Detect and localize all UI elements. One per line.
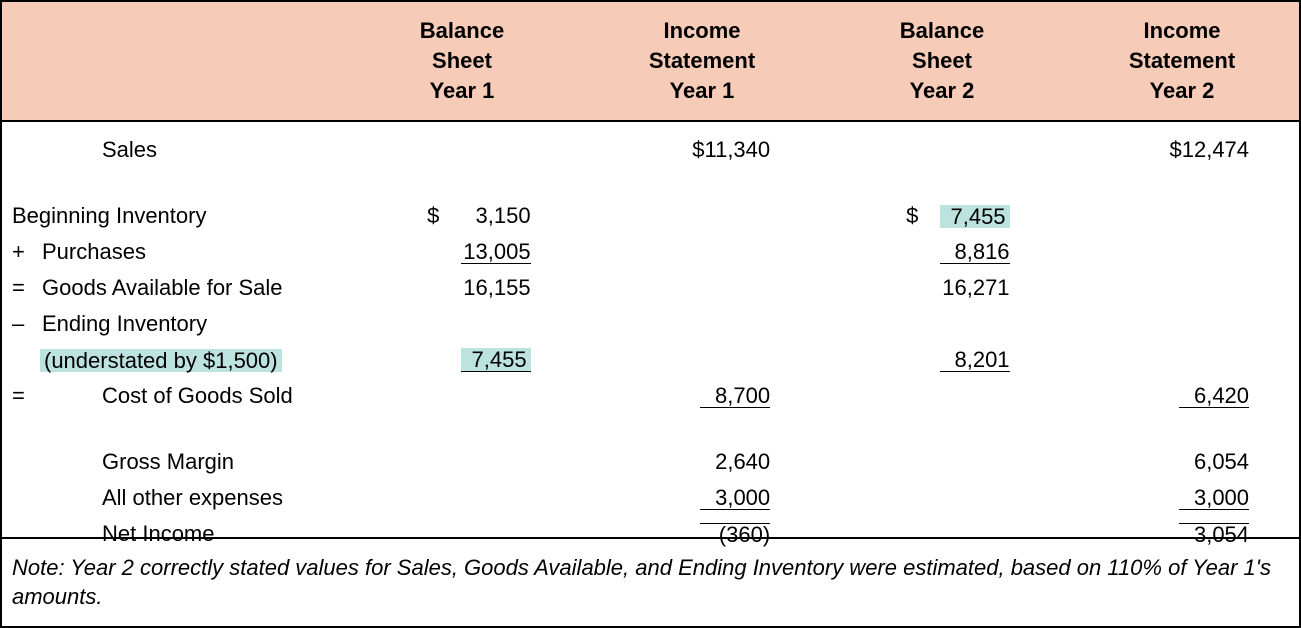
- value: $11,340: [692, 139, 770, 161]
- label-gas: = Goods Available for Sale: [2, 277, 341, 299]
- header-text: Statement: [1129, 48, 1235, 73]
- cell-is-y1: 2,640: [581, 451, 820, 473]
- operator: =: [12, 385, 42, 407]
- header-text: Year 1: [430, 78, 495, 103]
- header-bs-y2: Balance Sheet Year 2: [822, 8, 1062, 113]
- label-gm: Gross Margin: [2, 451, 341, 473]
- cell-bs-y2: 8,201: [820, 349, 1059, 372]
- header-text: Year 2: [1150, 78, 1215, 103]
- row-ending-inventory-b: (understated by $1,500) 7,455 8,201: [2, 342, 1299, 378]
- label-text: Cost of Goods Sold: [42, 385, 293, 407]
- header-bs-y1: Balance Sheet Year 1: [342, 8, 582, 113]
- label-end-inv: – Ending Inventory: [2, 313, 341, 335]
- value: 8,700: [700, 385, 770, 408]
- value: 2,640: [700, 451, 770, 473]
- column-headers-row: Balance Sheet Year 1 Income Statement Ye…: [2, 2, 1299, 122]
- value: 3,000: [1179, 487, 1249, 510]
- value: 8,816: [940, 241, 1010, 264]
- value: 6,054: [1179, 451, 1249, 473]
- cell-is-y1: 8,700: [581, 385, 820, 408]
- label-text-highlighted: (understated by $1,500): [40, 349, 282, 372]
- label-sales: Sales: [2, 139, 341, 161]
- value: $12,474: [1170, 139, 1250, 161]
- header-text: Year 2: [910, 78, 975, 103]
- note-text: Note: Year 2 correctly stated values for…: [12, 555, 1271, 610]
- header-text: Year 1: [670, 78, 735, 103]
- operator: –: [12, 313, 42, 335]
- label-text: All other expenses: [102, 487, 283, 509]
- header-is-y2: Income Statement Year 2: [1062, 8, 1301, 113]
- cell-bs-y1: 7,455: [341, 348, 580, 372]
- cell-bs-y1: 13,005: [341, 241, 580, 264]
- value: 13,005: [461, 241, 531, 264]
- note-footer: Note: Year 2 correctly stated values for…: [2, 537, 1299, 626]
- header-text: Sheet: [912, 48, 972, 73]
- row-goods-available: = Goods Available for Sale 16,155 16,271: [2, 270, 1299, 306]
- header-text: Income: [663, 18, 740, 43]
- header-blank: [2, 53, 342, 69]
- row-other-expenses: All other expenses 3,000 3,000: [2, 480, 1299, 516]
- cell-bs-y1: $ 3,150: [341, 205, 580, 227]
- label-text: Ending Inventory: [42, 313, 207, 335]
- value: 8,201: [940, 349, 1010, 372]
- cell-is-y2: 6,420: [1060, 385, 1299, 408]
- value: 16,155: [461, 277, 531, 299]
- cell-bs-y1: 16,155: [341, 277, 580, 299]
- header-is-y1: Income Statement Year 1: [582, 8, 822, 113]
- row-cogs: = Cost of Goods Sold 8,700 6,420: [2, 378, 1299, 414]
- cell-is-y2: 6,054: [1060, 451, 1299, 473]
- row-sales: Sales $11,340 $12,474: [2, 132, 1299, 168]
- label-text: Beginning Inventory: [12, 205, 206, 227]
- operator: =: [12, 277, 42, 299]
- cell-is-y2: 3,000: [1060, 487, 1299, 510]
- row-gross-margin: Gross Margin 2,640 6,054: [2, 444, 1299, 480]
- cell-is-y2: $12,474: [1060, 139, 1299, 161]
- value: 6,420: [1179, 385, 1249, 408]
- operator: +: [12, 241, 42, 263]
- label-cogs: = Cost of Goods Sold: [2, 385, 341, 407]
- label-text: Purchases: [42, 241, 146, 263]
- cell-is-y1: $11,340: [581, 139, 820, 161]
- cell-bs-y2: 8,816: [820, 241, 1059, 264]
- value: 16,271: [940, 277, 1010, 299]
- cell-bs-y2: 16,271: [820, 277, 1059, 299]
- row-beginning-inventory: Beginning Inventory $ 3,150 $ 7,455: [2, 198, 1299, 234]
- cell-is-y1: 3,000: [581, 487, 820, 510]
- value-highlighted: 7,455: [940, 205, 1010, 228]
- label-purchases: + Purchases: [2, 241, 341, 263]
- header-text: Income: [1143, 18, 1220, 43]
- label-text: Goods Available for Sale: [42, 277, 283, 299]
- row-ending-inventory-a: – Ending Inventory: [2, 306, 1299, 342]
- header-text: Balance: [900, 18, 984, 43]
- cell-bs-y2: $ 7,455: [820, 205, 1059, 228]
- label-understated: (understated by $1,500): [2, 349, 341, 372]
- header-text: Sheet: [432, 48, 492, 73]
- dollar-sign: $: [906, 205, 918, 227]
- label-text: Sales: [102, 139, 157, 161]
- row-purchases: + Purchases 13,005 8,816: [2, 234, 1299, 270]
- value: 3,150: [461, 205, 531, 227]
- label-other: All other expenses: [2, 487, 341, 509]
- dollar-sign: $: [427, 205, 439, 227]
- header-text: Statement: [649, 48, 755, 73]
- label-beg-inv: Beginning Inventory: [2, 205, 341, 227]
- label-text: Gross Margin: [102, 451, 234, 473]
- value: 3,000: [700, 487, 770, 510]
- financial-table: Balance Sheet Year 1 Income Statement Ye…: [0, 0, 1301, 628]
- header-text: Balance: [420, 18, 504, 43]
- value-highlighted: 7,455: [461, 348, 531, 372]
